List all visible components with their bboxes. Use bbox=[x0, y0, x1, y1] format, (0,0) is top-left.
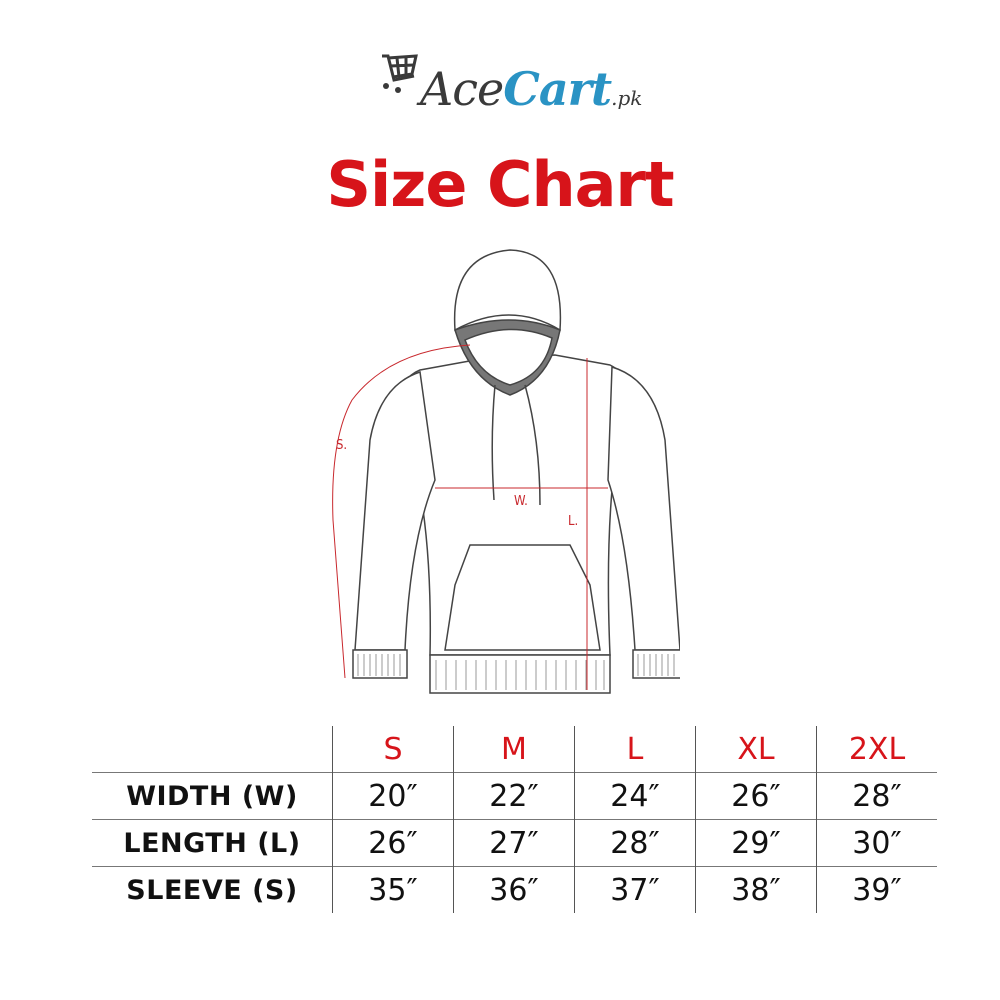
logo-text-pk: .pk bbox=[611, 86, 643, 110]
acecart-logo: Ace Cart .pk bbox=[420, 48, 642, 112]
table-cell: 20″ bbox=[332, 772, 454, 820]
size-header-row: S M L XL 2XL bbox=[92, 726, 937, 773]
table-cell: 29″ bbox=[695, 819, 817, 867]
sleeve-label: S. bbox=[336, 438, 348, 453]
table-row: SLEEVE (S) 35″ 36″ 37″ 38″ 39″ bbox=[92, 866, 937, 913]
size-header: M bbox=[453, 726, 575, 773]
table-cell: 22″ bbox=[453, 772, 575, 820]
row-label: SLEEVE (S) bbox=[92, 866, 333, 913]
size-header: S bbox=[332, 726, 454, 773]
table-row: LENGTH (L) 26″ 27″ 28″ 29″ 30″ bbox=[92, 819, 937, 867]
row-label: LENGTH (L) bbox=[92, 819, 333, 867]
size-header: 2XL bbox=[816, 726, 937, 773]
page-title: Size Chart bbox=[326, 148, 674, 221]
logo-text-cart: Cart bbox=[503, 62, 612, 116]
hoodie-diagram bbox=[332, 249, 680, 694]
table-cell: 39″ bbox=[816, 866, 937, 913]
table-row: WIDTH (W) 20″ 22″ 24″ 26″ 28″ bbox=[92, 772, 937, 820]
table-cell: 38″ bbox=[695, 866, 817, 913]
table-cell: 28″ bbox=[816, 772, 937, 820]
size-header: XL bbox=[695, 726, 817, 773]
table-cell: 27″ bbox=[453, 819, 575, 867]
table-cell: 26″ bbox=[332, 819, 454, 867]
logo-text-ace: Ace bbox=[420, 62, 504, 116]
table-cell: 30″ bbox=[816, 819, 937, 867]
size-table: S M L XL 2XL WIDTH (W) 20″ 22″ 24″ 26″ 2… bbox=[92, 726, 937, 913]
table-cell: 26″ bbox=[695, 772, 817, 820]
row-label: WIDTH (W) bbox=[92, 772, 333, 820]
width-label: W. bbox=[514, 494, 528, 509]
length-label: L. bbox=[568, 514, 579, 529]
table-cell: 28″ bbox=[574, 819, 696, 867]
table-cell: 35″ bbox=[332, 866, 454, 913]
table-cell: 37″ bbox=[574, 866, 696, 913]
size-header: L bbox=[574, 726, 696, 773]
shopping-cart-icon bbox=[382, 54, 418, 93]
table-cell: 36″ bbox=[453, 866, 575, 913]
table-cell: 24″ bbox=[574, 772, 696, 820]
